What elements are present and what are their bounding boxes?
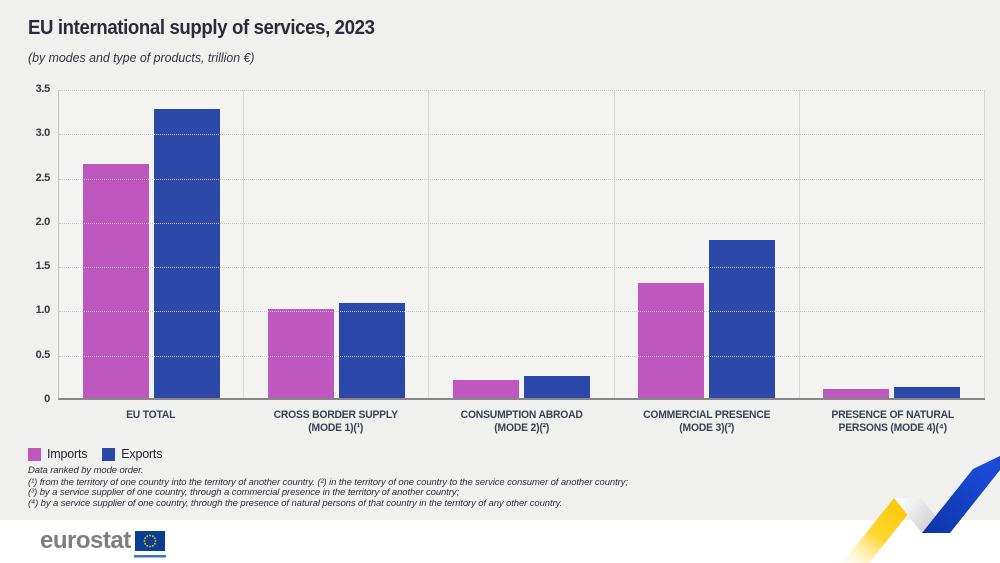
category-label-1: CROSS BORDER SUPPLY (MODE 1)(¹): [274, 409, 399, 434]
bar-imports-3: [638, 282, 705, 398]
gridline: [59, 134, 985, 136]
panels: [59, 90, 986, 398]
plot-area: [58, 90, 986, 400]
chart-title: EU international supply of services, 202…: [28, 17, 375, 39]
footnote-3: (³) by a service supplier of one country…: [28, 487, 459, 498]
legend: Imports Exports: [28, 447, 162, 461]
gridline: [59, 90, 985, 91]
category-label-3: COMMERCIAL PRESENCE (MODE 3)(³): [643, 409, 771, 434]
category-label-0: EU TOTAL: [126, 409, 176, 421]
gridline: [59, 355, 985, 357]
bar-exports-1: [338, 302, 405, 398]
category-panel-0: [59, 90, 245, 398]
category-panel-3: [615, 90, 800, 398]
bar-imports-1: [267, 309, 334, 398]
footer-bar: [0, 520, 1000, 563]
y-tick-label: 3.0: [35, 127, 51, 140]
legend-item-exports: Exports: [102, 447, 162, 461]
gridline: [59, 222, 985, 224]
category-panel-2: [429, 90, 615, 398]
category-label-2: CONSUMPTION ABROAD (MODE 2)(²): [460, 409, 583, 434]
decorative-zigzag-ribbon: [842, 456, 1000, 563]
y-tick-label: 2.5: [35, 171, 51, 184]
ribbon-yellow-segment: [842, 498, 921, 563]
bar-exports-0: [153, 109, 220, 398]
bar-exports-4: [894, 386, 961, 398]
legend-label-exports: Exports: [121, 447, 163, 461]
eu-flag-stars: [143, 534, 157, 548]
legend-item-imports: Imports: [28, 447, 87, 461]
gridline: [59, 178, 985, 180]
exports-swatch: [102, 447, 116, 461]
y-tick-label: 1.0: [35, 304, 51, 317]
bar-imports-2: [453, 380, 519, 398]
footnote-ranking: Data ranked by mode order.: [28, 465, 144, 476]
ribbon-blue-segment: [922, 456, 1000, 533]
bar-imports-4: [823, 389, 890, 398]
eu-flag-icon: [133, 531, 166, 558]
legend-label-imports: Imports: [47, 447, 88, 461]
y-tick-label: 3.5: [35, 83, 51, 95]
category-panel-1: [244, 90, 430, 398]
chart-subtitle: (by modes and type of products, trillion…: [28, 50, 255, 65]
bar-imports-0: [82, 163, 149, 398]
eurostat-wordmark: eurostat: [40, 527, 131, 554]
footnote-1-2: (¹) from the territory of one country in…: [28, 476, 628, 488]
y-axis-labels: 3.5 3.0 2.5 2.0 1.5 1.0 0.5 0: [0, 83, 51, 405]
eurostat-logo: eurostat: [40, 528, 166, 558]
y-tick-label: 0.5: [35, 348, 51, 361]
bar-exports-2: [524, 376, 590, 398]
y-tick-label: 0: [44, 393, 50, 405]
category-label-4: PRESENCE OF NATURAL PERSONS (MODE 4)(⁴): [831, 409, 954, 434]
logo-underline: [133, 555, 166, 558]
footnote-4: (⁴) by a service supplier of one country…: [28, 497, 563, 509]
bar-exports-3: [709, 240, 776, 398]
category-panel-4: [800, 90, 986, 398]
y-tick-label: 1.5: [35, 260, 51, 273]
footnotes: Data ranked by mode order. (¹) from the …: [28, 465, 858, 509]
gridline: [59, 267, 985, 269]
y-tick-label: 2.0: [35, 215, 51, 228]
imports-swatch: [28, 447, 41, 461]
gridline: [59, 311, 985, 313]
x-axis-labels: EU TOTAL CROSS BORDER SUPPLY (MODE 1)(¹) CO…: [58, 409, 985, 434]
